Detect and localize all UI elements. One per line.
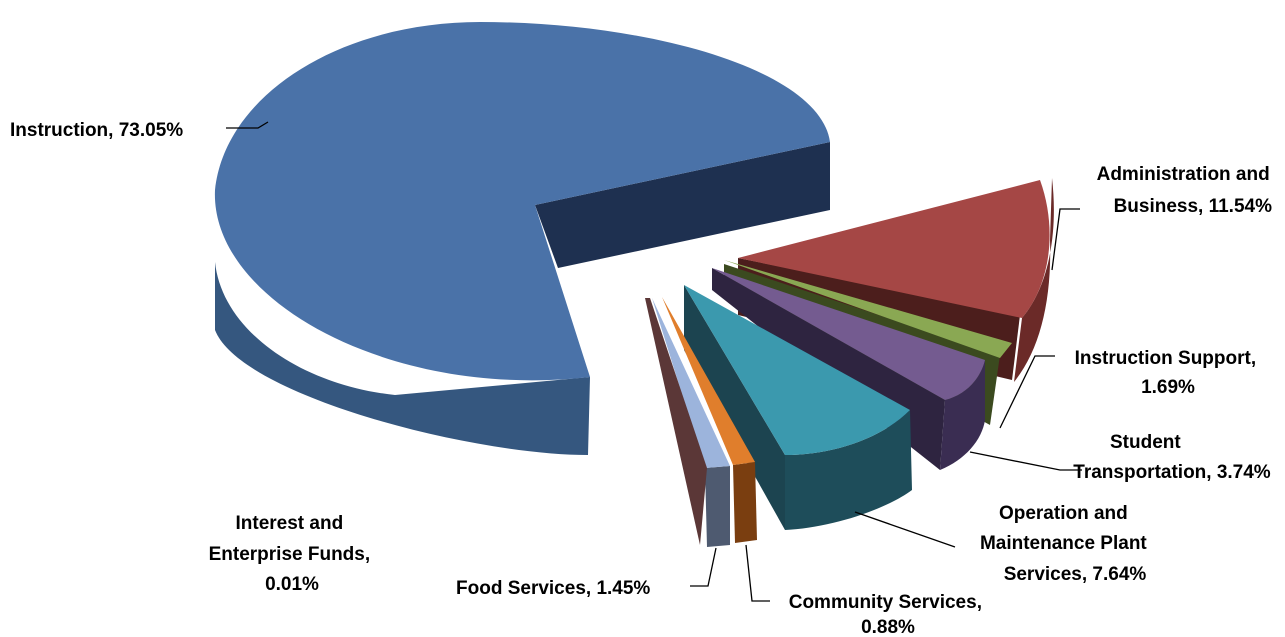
slice-food-top <box>652 298 730 468</box>
leader-administration <box>1051 208 1080 271</box>
pie-slice-community-services <box>662 297 757 543</box>
slice-operation-outer-side <box>785 410 912 530</box>
slice-instruction-support-top <box>724 260 1012 358</box>
label-food-services: Food Services, 1.45% <box>456 578 650 599</box>
label-administration: Administration and Business, 11.54% <box>1097 164 1275 217</box>
label-community-services: Community Services, 0.88% <box>789 592 988 637</box>
label-student-transportation: Student Transportation, 3.74% <box>1073 432 1271 483</box>
slice-food-side <box>705 466 730 547</box>
slice-instruction-side <box>215 262 590 455</box>
pie-slice-interest-enterprise <box>645 298 707 545</box>
leader-instruction-support <box>999 355 1055 429</box>
slice-interest-side <box>645 298 707 545</box>
slice-instruction-top <box>214 22 830 381</box>
slice-operation-side <box>684 285 785 530</box>
leader-instruction <box>226 121 269 129</box>
leader-food <box>690 547 717 587</box>
label-instruction-support: Instruction Support, 1.69% <box>1075 348 1262 398</box>
slice-operation-top <box>684 285 910 455</box>
slice-community-top <box>662 297 755 465</box>
leader-lines <box>226 121 1082 602</box>
slice-community-side <box>733 462 757 543</box>
data-labels: Instruction, 73.05% Administration and B… <box>10 120 1275 637</box>
slice-transport-outer-side <box>940 360 985 470</box>
slice-admin-top <box>738 180 1050 318</box>
label-operation-maintenance: Operation and Maintenance Plant Services… <box>980 503 1152 585</box>
leader-student-transportation <box>969 451 1082 471</box>
slice-admin-outer-side <box>1014 178 1054 382</box>
slice-transport-top <box>712 268 985 400</box>
leader-operation <box>854 511 956 548</box>
slice-instruction-inner-wall <box>535 142 830 268</box>
pie-slice-food-services <box>652 298 730 547</box>
pie-slice-instruction <box>214 22 830 455</box>
label-instruction: Instruction, 73.05% <box>10 120 183 141</box>
pie-slice-operation-maintenance <box>684 285 912 530</box>
leader-community <box>745 544 770 602</box>
label-interest-enterprise: Interest and Enterprise Funds, 0.01% <box>209 513 376 595</box>
